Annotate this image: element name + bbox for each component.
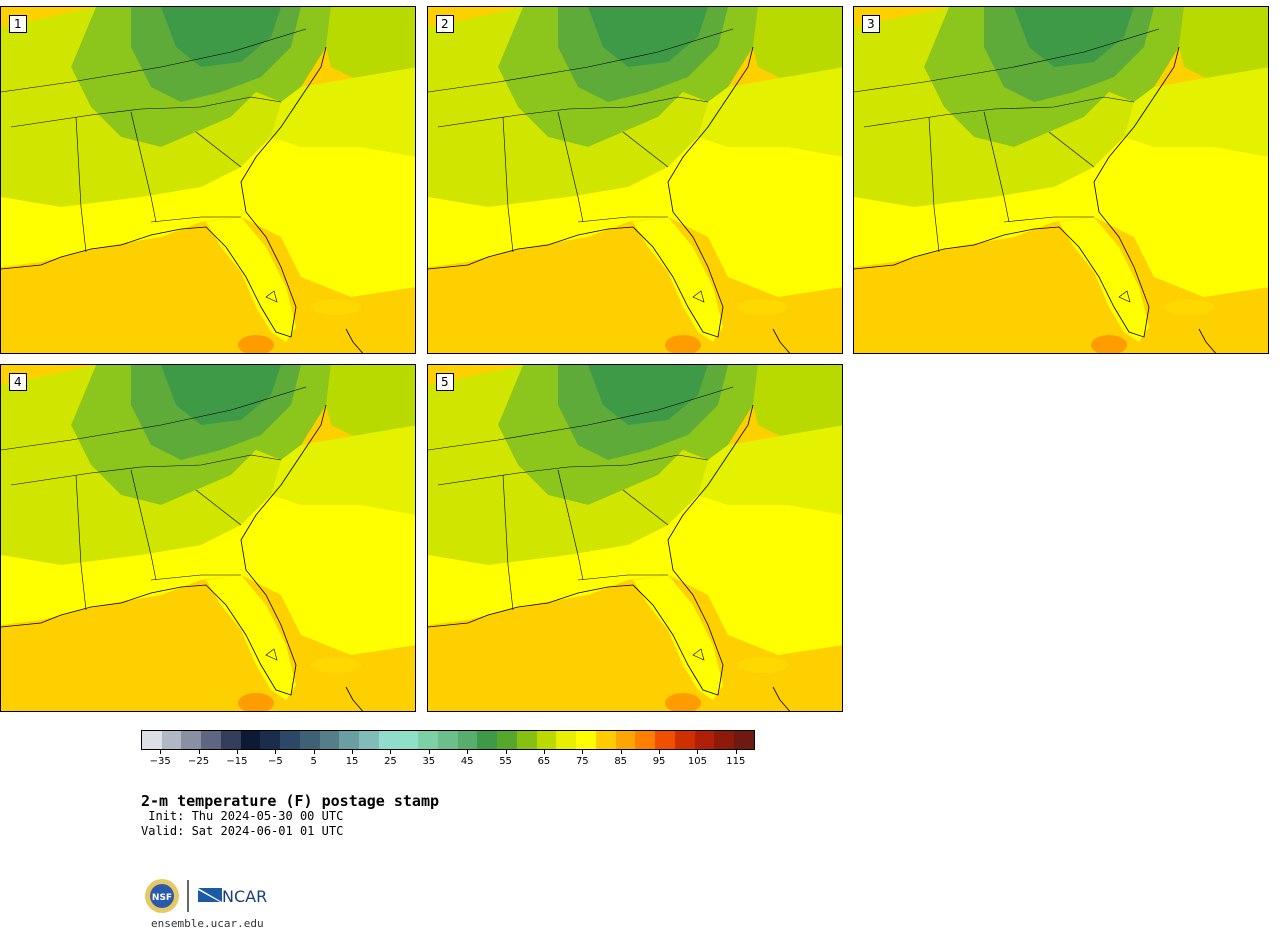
temperature-map [1, 365, 415, 711]
colorbar-swatch [378, 731, 399, 749]
colorbar-swatch [398, 731, 419, 749]
colorbar-swatch [339, 731, 360, 749]
panel-number: 1 [9, 15, 27, 33]
colorbar-tick [236, 750, 238, 754]
map-panel-5: 5 [427, 364, 843, 712]
colorbar-swatch [438, 731, 458, 749]
colorbar-tick-label: 105 [687, 756, 707, 767]
map-title: 2-m temperature (F) postage stamp [141, 792, 440, 810]
colorbar-tick [697, 750, 699, 754]
colorbar-tick-label: −25 [188, 756, 210, 767]
colorbar-tick [467, 750, 469, 754]
panel-number: 5 [436, 373, 454, 391]
colorbar-tick [505, 750, 507, 754]
colorbar-tick-label: 45 [460, 756, 474, 767]
colorbar-swatch [714, 731, 735, 749]
panel-number: 4 [9, 373, 27, 391]
ncar-text: NCAR [222, 887, 267, 906]
colorbar-tick-label: 5 [310, 756, 317, 767]
colorbar-swatch [142, 731, 162, 749]
colorbar-tick-label: −5 [267, 756, 283, 767]
colorbar-swatch [477, 731, 498, 749]
map-panel-2: 2 [427, 6, 843, 354]
temperature-map [428, 365, 842, 711]
init-time: Init: Thu 2024-05-30 00 UTC [141, 809, 344, 823]
colorbar-swatch [655, 731, 675, 749]
colorbar-tick-label: 75 [575, 756, 589, 767]
colorbar-tick [198, 750, 200, 754]
colorbar-swatch [516, 731, 537, 749]
colorbar-swatch [694, 731, 715, 749]
temperature-map [428, 7, 842, 353]
colorbar-ticks: −35 −25 −15 −5 5 15 25 35 45 55 65 75 85 95 105 115 [141, 750, 755, 770]
colorbar-tick [352, 750, 354, 754]
colorbar-swatch [418, 731, 439, 749]
colorbar-swatch [635, 731, 656, 749]
logo-group: NSF NCAR [144, 876, 274, 920]
colorbar-tick-label: 15 [345, 756, 359, 767]
colorbar-swatch [220, 731, 241, 749]
colorbar-swatch [299, 731, 320, 749]
colorbar-swatch [595, 731, 616, 749]
colorbar-swatch [536, 731, 557, 749]
colorbar-tick-label: −15 [226, 756, 248, 767]
map-panel-1: 1 [0, 6, 416, 354]
colorbar-tick [313, 750, 315, 754]
colorbar-tick-label: 25 [384, 756, 397, 767]
colorbar-tick [428, 750, 430, 754]
temperature-map [1, 7, 415, 353]
colorbar-tick [160, 750, 162, 754]
colorbar-swatch [457, 731, 478, 749]
colorbar-swatch [319, 731, 340, 749]
panel-number: 2 [436, 15, 454, 33]
nsf-ncar-logo: NSF NCAR [145, 879, 267, 913]
colorbar-swatch [260, 731, 281, 749]
colorbar-tick [543, 750, 545, 754]
map-panel-4: 4 [0, 364, 416, 712]
colorbar-swatch [497, 731, 517, 749]
colorbar-tick [582, 750, 584, 754]
colorbar-tick-label: −35 [149, 756, 171, 767]
colorbar-tick [735, 750, 737, 754]
nsf-text: NSF [152, 893, 172, 903]
colorbar-swatch [201, 731, 221, 749]
colorbar-swatch [615, 731, 636, 749]
colorbar-tick-label: 35 [422, 756, 436, 767]
colorbar-swatch [181, 731, 202, 749]
colorbar-tick [390, 750, 392, 754]
colorbar-swatch [161, 731, 182, 749]
site-url: ensemble.ucar.edu [151, 917, 264, 930]
colorbar-swatch [674, 731, 695, 749]
colorbar-tick-label: 115 [726, 756, 746, 767]
colorbar-tick [659, 750, 661, 754]
colorbar-swatch [576, 731, 596, 749]
colorbar-tick [275, 750, 277, 754]
colorbar-swatch [280, 731, 300, 749]
valid-time: Valid: Sat 2024-06-01 01 UTC [141, 824, 344, 838]
colorbar [141, 730, 755, 750]
colorbar-tick-label: 95 [652, 756, 666, 767]
colorbar-swatch [734, 731, 754, 749]
colorbar-tick-label: 55 [499, 756, 512, 767]
colorbar-tick-label: 65 [537, 756, 551, 767]
colorbar-tick [620, 750, 622, 754]
colorbar-swatch [359, 731, 379, 749]
map-panel-3: 3 [853, 6, 1269, 354]
panel-number: 3 [862, 15, 880, 33]
colorbar-tick-label: 85 [614, 756, 628, 767]
colorbar-swatch [556, 731, 577, 749]
temperature-map [854, 7, 1268, 353]
colorbar-swatch [240, 731, 261, 749]
